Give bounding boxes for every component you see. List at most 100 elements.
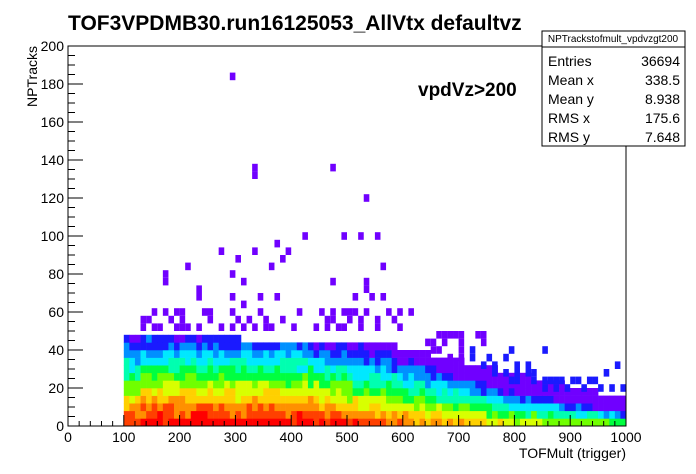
heatmap-bin <box>201 365 208 374</box>
heatmap-bin <box>235 342 242 351</box>
heatmap-bin <box>441 380 448 389</box>
heatmap-bin <box>179 388 186 396</box>
heatmap-bin <box>441 365 448 374</box>
heatmap-bin <box>213 342 219 351</box>
heatmap-bin <box>453 388 459 396</box>
heatmap-bin <box>330 372 337 381</box>
heatmap-bin <box>386 395 392 404</box>
heatmap-bin <box>408 388 415 396</box>
heatmap-bin <box>168 395 175 404</box>
heatmap-bin <box>430 365 437 374</box>
heatmap-bin <box>140 395 147 404</box>
heatmap-bin <box>425 410 431 419</box>
heatmap-bin <box>508 410 515 419</box>
heatmap-bin <box>213 372 219 381</box>
heatmap-bin <box>252 323 258 331</box>
heatmap-bin <box>458 365 465 374</box>
heatmap-bin <box>218 357 225 366</box>
heatmap-bin <box>553 418 560 427</box>
heatmap-bin <box>358 388 365 396</box>
heatmap-bin <box>319 380 325 389</box>
heatmap-bin <box>319 410 325 419</box>
heatmap-bin <box>441 418 448 427</box>
heatmap-bin <box>129 334 136 343</box>
heatmap-bin <box>246 418 253 427</box>
heatmap-bin <box>213 395 219 404</box>
heatmap-bin <box>207 308 214 316</box>
heatmap-bin <box>151 380 158 389</box>
heatmap-bin <box>419 395 426 404</box>
heatmap-bin <box>296 403 303 412</box>
heatmap-bin <box>140 357 147 366</box>
heatmap-bin <box>185 388 192 396</box>
heatmap-bin <box>575 410 582 419</box>
heatmap-bin <box>341 308 347 316</box>
heatmap-bin <box>391 357 398 366</box>
heatmap-bin <box>140 372 147 381</box>
stats-value: 36694 <box>641 53 680 69</box>
heatmap-bin <box>246 342 253 351</box>
heatmap-bin <box>324 365 331 374</box>
heatmap-bin <box>324 342 331 351</box>
heatmap-bin <box>430 338 437 347</box>
x-tick-label: 200 <box>168 429 192 445</box>
heatmap-bin <box>162 410 169 419</box>
heatmap-bin <box>263 403 270 412</box>
heatmap-bin <box>252 247 258 255</box>
heatmap-bin <box>453 331 459 339</box>
heatmap-bin <box>196 418 203 427</box>
heatmap-bin <box>575 395 582 404</box>
heatmap-bin <box>363 395 370 404</box>
heatmap-bin <box>430 380 437 389</box>
heatmap-bin <box>413 350 420 358</box>
heatmap-bin <box>374 403 381 412</box>
heatmap-bin <box>123 395 130 404</box>
heatmap-bin <box>185 380 192 389</box>
heatmap-bin <box>291 342 298 351</box>
heatmap-bin <box>201 308 208 316</box>
heatmap-bin <box>564 418 571 427</box>
heatmap-bin <box>542 403 549 412</box>
heatmap-bin <box>252 342 259 351</box>
heatmap-bin <box>486 365 493 374</box>
heatmap-bin <box>492 388 498 396</box>
heatmap-bin <box>358 418 365 427</box>
heatmap-bin <box>274 395 281 404</box>
heatmap-bin <box>313 380 320 389</box>
heatmap-bin <box>363 365 370 374</box>
heatmap-bin <box>291 403 298 412</box>
heatmap-bin <box>162 418 169 427</box>
heatmap-bin <box>363 350 370 358</box>
heatmap-bin <box>447 418 454 427</box>
heatmap-bin <box>402 403 409 412</box>
heatmap-bin <box>213 418 219 427</box>
heatmap-bin <box>307 418 314 427</box>
heatmap-bin <box>419 418 426 427</box>
heatmap-bin <box>140 342 147 351</box>
heatmap-bin <box>285 410 292 419</box>
heatmap-bin <box>274 239 281 248</box>
heatmap-bin <box>229 365 236 374</box>
heatmap-bin <box>553 395 560 404</box>
heatmap-bin <box>581 384 587 392</box>
heatmap-bin <box>341 357 348 366</box>
heatmap-bin <box>525 388 532 396</box>
heatmap-bin <box>553 410 560 419</box>
stats-label: Mean x <box>548 72 594 88</box>
heatmap-bin <box>123 380 130 389</box>
heatmap-bin <box>229 293 236 301</box>
heatmap-bin <box>134 342 141 351</box>
heatmap-bin <box>575 376 582 385</box>
heatmap-bin <box>553 403 560 412</box>
heatmap-bin <box>341 410 348 419</box>
heatmap-bin <box>224 357 231 366</box>
heatmap-bin <box>586 410 593 419</box>
heatmap-bin <box>559 418 565 427</box>
heatmap-bin <box>274 410 281 419</box>
heatmap-bin <box>397 372 404 381</box>
heatmap-bin <box>218 380 225 389</box>
heatmap-bin <box>196 388 203 396</box>
heatmap-bin <box>475 365 482 374</box>
heatmap-bin <box>413 410 420 419</box>
heatmap-bin <box>564 388 571 396</box>
